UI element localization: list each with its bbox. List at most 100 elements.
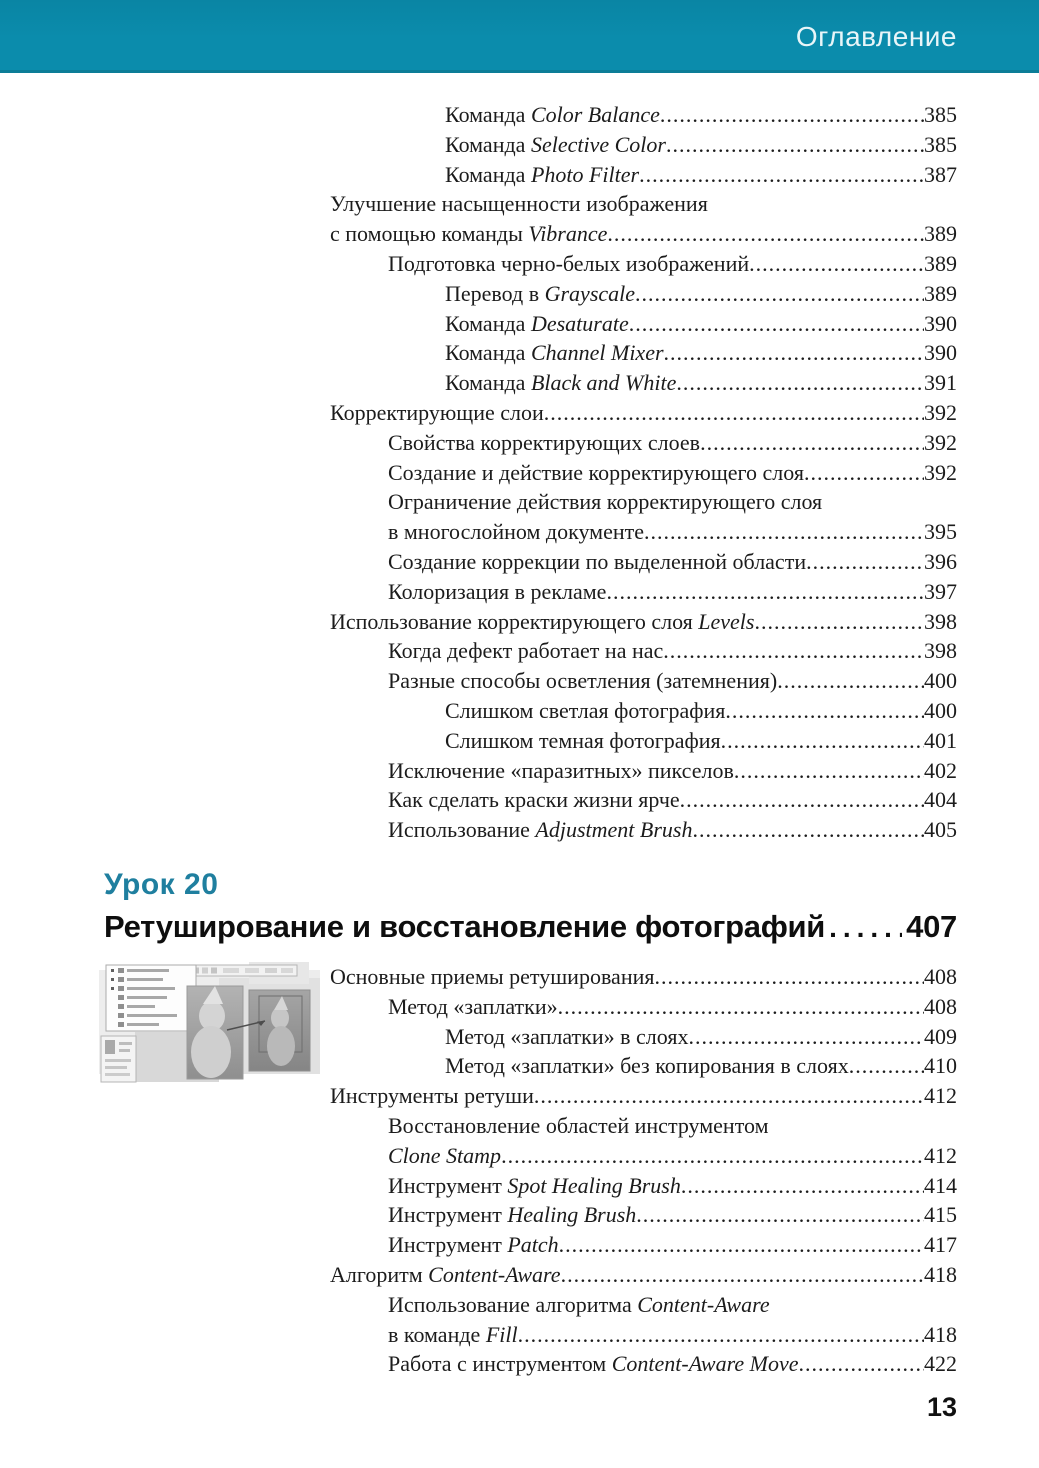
toc-entry-text: Восстановление областей инструментом <box>388 1112 769 1138</box>
toc-entry: Инструменты ретуши 412 <box>330 1081 957 1111</box>
toc-entry-text: Когда дефект работает на нас <box>388 638 664 664</box>
lesson-title: Ретуширование и восстановление фотографи… <box>104 909 826 944</box>
dot-leader <box>534 1081 924 1111</box>
dot-leader <box>558 992 924 1022</box>
dot-leader <box>688 1022 924 1052</box>
toc-entry: Clone Stamp 412 <box>330 1141 957 1171</box>
toc-entry-text: Инструмент Patch <box>388 1232 559 1258</box>
dot-leader <box>721 726 924 756</box>
toc-entry-page: 408 <box>924 964 957 989</box>
toc-entry-text: Перевод в Grayscale <box>445 280 636 306</box>
dot-leader <box>654 962 924 992</box>
toc-entry-text: Ограничение действия корректирующего сло… <box>388 489 823 515</box>
toc-entry-page: 391 <box>924 370 957 396</box>
toc-entry-page: 389 <box>924 250 957 276</box>
toc-entry-page: 392 <box>924 429 957 455</box>
toc-entry: Алгоритм Content-Aware 418 <box>330 1260 957 1290</box>
toc-entry-page: 392 <box>924 399 957 425</box>
toc-entry-text: Метод «заплатки» в слоях <box>445 1023 689 1049</box>
toc-entry-page: 418 <box>924 1321 957 1347</box>
toc-entry-text: Инструмент Healing Brush <box>388 1202 637 1228</box>
page-header-title: Оглавление <box>795 21 957 52</box>
dot-leader <box>639 160 924 190</box>
toc-entry: с помощью команды Vibrance 389 <box>330 219 957 249</box>
page-number: 13 <box>926 1392 957 1422</box>
toc-entry: Команда Desaturate 390 <box>330 309 957 339</box>
toc-entry-text: Создание и действие корректирующего слоя <box>388 459 804 485</box>
toc-entry-page: 392 <box>924 459 957 485</box>
dot-leader <box>501 1141 924 1171</box>
toc-entry-text: Алгоритм Content-Aware <box>330 1261 561 1287</box>
toc-entry-page: 390 <box>924 310 957 336</box>
toc-entry: Перевод в Grayscale 389 <box>330 279 957 309</box>
toc-entry-page: 409 <box>924 1023 957 1049</box>
toc-entry: в многослойном документе 395 <box>330 517 957 547</box>
dot-leader <box>635 279 924 309</box>
toc-entry-page: 400 <box>924 668 957 694</box>
toc-entry-page: 397 <box>924 578 957 604</box>
toc-entry-page: 412 <box>924 1142 957 1168</box>
toc-entry: Метод «заплатки» без копирования в слоях… <box>330 1051 957 1081</box>
lesson-title-row: Ретуширование и восстановление фотографи… <box>104 908 957 947</box>
toc-entry: Основные приемы ретуширования 408 <box>330 962 957 992</box>
dot-leader <box>644 517 924 547</box>
toc-entry-page: 385 <box>924 131 957 157</box>
dot-leader <box>849 1051 924 1081</box>
toc-entry: Колоризация в рекламе 397 <box>330 577 957 607</box>
dot-leader <box>518 1320 924 1350</box>
toc-entry-text: Команда Color Balance <box>445 102 660 127</box>
toc-entry-text: Команда Photo Filter <box>445 161 640 187</box>
toc-entry-text: Основные приемы ретуширования <box>330 964 655 989</box>
toc-entry: Работа с инструментом Content-Aware Move… <box>330 1349 957 1379</box>
lesson-20-heading-block: Урок 20 Ретуширование и восстановление ф… <box>104 868 957 947</box>
toc-entry-page: 408 <box>924 993 957 1019</box>
toc-entry-page: 387 <box>924 161 957 187</box>
dot-leader <box>561 1260 924 1290</box>
lesson-title-dot-leader <box>829 908 902 947</box>
toc-entry-page: 389 <box>924 221 957 247</box>
toc-entry-page: 410 <box>924 1053 957 1079</box>
lesson-20-thumbnail-image <box>99 960 320 1085</box>
dot-leader <box>806 547 924 577</box>
dot-leader <box>664 338 924 368</box>
toc-entry-text: Использование корректирующего слоя Level… <box>330 608 755 634</box>
toc-entry: Метод «заплатки» 408 <box>330 992 957 1022</box>
dot-leader <box>777 666 924 696</box>
toc-entry-page: 389 <box>924 280 957 306</box>
toc-entry-text: Команда Black and White <box>445 370 677 396</box>
toc-entry: Инструмент Spot Healing Brush 414 <box>330 1171 957 1201</box>
toc-entry-text: Свойства корректирующих слоев <box>388 429 701 455</box>
dot-leader <box>666 130 924 160</box>
toc-entry-page: 400 <box>924 697 957 723</box>
toc-entry: Команда Selective Color 385 <box>330 130 957 160</box>
toc-entry-text: Слишком светлая фотография <box>445 697 726 723</box>
toc-entry-text: Clone Stamp <box>388 1142 502 1168</box>
toc-entry: Исключение «паразитных» пикселов 402 <box>330 756 957 786</box>
toc-entry-page: 417 <box>924 1232 957 1258</box>
dot-leader <box>607 219 924 249</box>
toc-entry: Инструмент Patch 417 <box>330 1230 957 1260</box>
dot-leader <box>629 309 924 339</box>
toc-entry-text: в команде Fill <box>388 1321 518 1347</box>
dot-leader <box>636 1200 924 1230</box>
toc-entry: Команда Black and White 391 <box>330 368 957 398</box>
dot-leader <box>660 100 924 130</box>
toc-entry: Корректирующие слои 392 <box>330 398 957 428</box>
dot-leader <box>700 428 924 458</box>
dot-leader <box>754 607 924 637</box>
page-header-band: Оглавление <box>0 0 1039 73</box>
toc-entry-text: Метод «заплатки» без копирования в слоях <box>445 1053 849 1079</box>
dot-leader <box>734 756 924 786</box>
toc-entry-text: Команда Selective Color <box>445 131 666 157</box>
toc-entry: в команде Fill 418 <box>330 1320 957 1350</box>
lesson-label: Урок 20 <box>104 868 219 901</box>
toc-entry: Создание коррекции по выделенной области… <box>330 547 957 577</box>
toc-entry: Улучшение насыщенности изображения <box>330 189 957 219</box>
toc-entry-text: Разные способы осветления (затемнения) <box>388 668 778 694</box>
toc-entry-text: Инструмент Spot Healing Brush <box>388 1172 681 1198</box>
toc-entry-text: Команда Desaturate <box>445 310 629 336</box>
toc-entry: Команда Photo Filter 387 <box>330 160 957 190</box>
toc-entry-page: 402 <box>924 757 957 783</box>
toc-entry: Использование корректирующего слоя Level… <box>330 607 957 637</box>
toc-entry: Команда Channel Mixer 390 <box>330 338 957 368</box>
